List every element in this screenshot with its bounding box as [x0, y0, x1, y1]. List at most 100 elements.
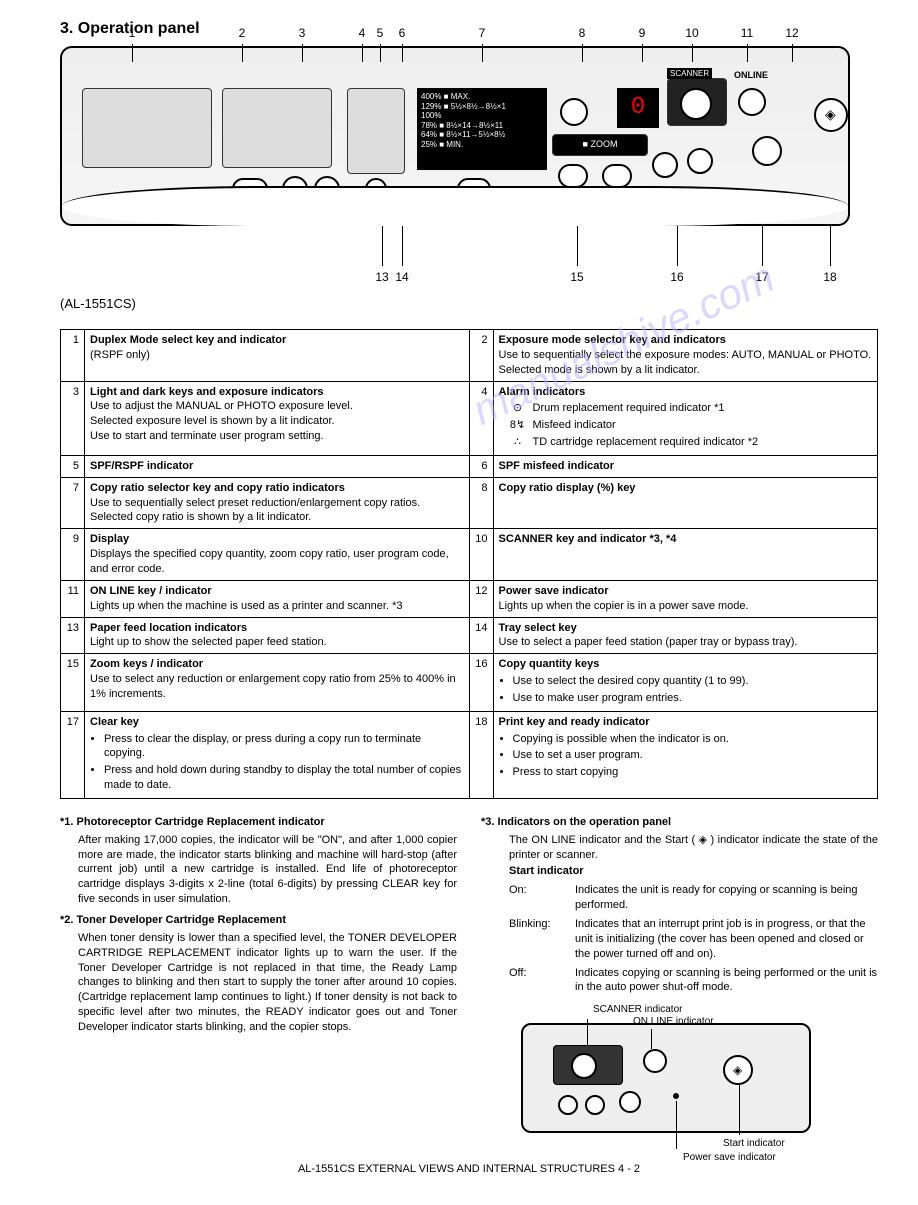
ref-cell-18: Print key and ready indicatorCopying is … — [493, 711, 878, 798]
dia-qty1 — [558, 1095, 578, 1115]
ref-num: 14 — [469, 617, 493, 654]
note2-heading: *2. Toner Developer Cartridge Replacemen… — [60, 913, 457, 928]
ref-body-line: Use to sequentially select preset reduct… — [90, 496, 464, 526]
indicator-label: On: — [509, 883, 565, 913]
dia-powersave-dot — [673, 1093, 679, 1099]
ref-title: SCANNER key and indicator *3, *4 — [499, 533, 677, 545]
ref-cell-15: Zoom keys / indicator Use to select any r… — [85, 654, 470, 712]
footnotes: *1. Photoreceptor Cartridge Replacement … — [60, 809, 878, 1133]
lcd-line: 100% — [421, 111, 543, 121]
indicator-text: Indicates copying or scanning is being p… — [575, 966, 878, 996]
ref-title: ON LINE key / indicator — [90, 585, 212, 597]
dia-label-power: Power save indicator — [683, 1151, 776, 1165]
ref-cell-4: Alarm indicators⊙Drum replacement requir… — [493, 381, 878, 455]
note3-intro: The ON LINE indicator and the Start ( ◈ … — [509, 833, 878, 863]
ref-body-line: Use to select any reduction or enlargeme… — [90, 672, 464, 702]
callout-12: 12 — [782, 26, 802, 40]
ref-title: Duplex Mode select key and indicator — [90, 334, 286, 346]
ref-body-line: Lights up when the copier is in a power … — [499, 599, 873, 614]
zoom-down-button — [558, 164, 588, 188]
table-row: 1 Duplex Mode select key and indicator (RS… — [61, 330, 878, 382]
indicator-row: On:Indicates the unit is ready for copyi… — [509, 883, 878, 913]
qty-up-button — [687, 148, 713, 174]
lcd-line: 78% ■ 8½×14→8½×11 — [421, 121, 543, 131]
operation-panel-figure: 123456789101112 131415161718 400% ■ MAX.… — [60, 46, 850, 226]
note2-body: When toner density is lower than a speci… — [78, 931, 457, 1035]
zoom-up-button — [602, 164, 632, 188]
ref-title: Print key and ready indicator — [499, 716, 650, 728]
alarm-row: ∴TD cartridge replacement required indic… — [509, 435, 873, 450]
ref-body-line: Use to adjust the MANUAL or PHOTO exposu… — [90, 399, 464, 414]
callout-17: 17 — [752, 270, 772, 284]
ref-cell-16: Copy quantity keysUse to select the desi… — [493, 654, 878, 712]
ref-title: Copy ratio display (%) key — [499, 482, 636, 494]
ref-bullet: Use to set a user program. — [513, 748, 873, 763]
ref-num: 7 — [61, 477, 85, 529]
ref-num: 5 — [61, 455, 85, 477]
ref-title: Tray select key — [499, 622, 577, 634]
dia-online-button — [643, 1049, 667, 1073]
ref-body-line: Lights up when the machine is used as a … — [90, 599, 464, 614]
ref-num: 6 — [469, 455, 493, 477]
callout-4: 4 — [352, 26, 372, 40]
ref-bullet: Use to make user program entries. — [513, 691, 873, 706]
indicator-label: Off: — [509, 966, 565, 996]
alarm-row: 8↯Misfeed indicator — [509, 418, 873, 433]
callout-8: 8 — [572, 26, 592, 40]
ref-num: 15 — [61, 654, 85, 712]
callout-18: 18 — [820, 270, 840, 284]
ref-title: SPF/RSPF indicator — [90, 460, 193, 472]
table-row: 9DisplayDisplays the specified copy quan… — [61, 529, 878, 581]
ref-cell-10: SCANNER key and indicator *3, *4 — [493, 529, 878, 581]
model-label: (AL-1551CS) — [60, 296, 878, 311]
indicator-row: Blinking:Indicates that an interrupt pri… — [509, 917, 878, 962]
ref-body-line: Use to start and terminate user program … — [90, 429, 464, 444]
callout-15: 15 — [567, 270, 587, 284]
ref-cell-17: Clear keyPress to clear the display, or … — [85, 711, 470, 798]
table-row: 5SPF/RSPF indicator6SPF misfeed indicato… — [61, 455, 878, 477]
lcd-line: 400% ■ MAX. — [421, 92, 543, 102]
ref-title: Exposure mode selector key and indicator… — [499, 334, 726, 346]
qty-down-button — [652, 152, 678, 178]
alarm-indicator-block — [347, 88, 405, 174]
ref-title: Zoom keys / indicator — [90, 658, 203, 670]
alarm-text: Misfeed indicator — [533, 418, 616, 433]
indicator-diagram: ◈ SCANNER indicator ON LINE indicator St… — [521, 1023, 811, 1133]
ref-cell-7: Copy ratio selector key and copy ratio i… — [85, 477, 470, 529]
lcd-line: 129% ■ 5½×8½→8½×1 — [421, 102, 543, 112]
ref-num: 16 — [469, 654, 493, 712]
ref-bullet: Press to clear the display, or press dur… — [104, 732, 464, 762]
ref-cell-11: ON LINE key / indicator Lights up when th… — [85, 580, 470, 617]
alarm-text: TD cartridge replacement required indica… — [533, 435, 759, 450]
table-row: 15 Zoom keys / indicator Use to select any… — [61, 654, 878, 712]
ref-num: 13 — [61, 617, 85, 654]
ratio-display-button — [560, 98, 588, 126]
dia-label-start: Start indicator — [723, 1137, 785, 1151]
ref-body-line: Selected exposure level is shown by a li… — [90, 414, 464, 429]
scanner-key-label: SCANNER — [667, 68, 712, 79]
ref-num: 1 — [61, 330, 85, 382]
ref-title: Power save indicator — [499, 585, 609, 597]
callout-11: 11 — [737, 26, 757, 40]
ref-body-line: Displays the specified copy quantity, zo… — [90, 547, 464, 577]
ref-cell-12: Power save indicator Lights up when the c… — [493, 580, 878, 617]
zoom-label: ■ ZOOM — [552, 134, 648, 156]
ref-num: 17 — [61, 711, 85, 798]
ref-cell-1: Duplex Mode select key and indicator (RSP… — [85, 330, 470, 382]
clear-button — [752, 136, 782, 166]
alarm-row: ⊙Drum replacement required indicator *1 — [509, 401, 873, 416]
ref-num: 3 — [61, 381, 85, 455]
ref-title: Light and dark keys and exposure indicat… — [90, 386, 324, 398]
ref-num: 2 — [469, 330, 493, 382]
callout-13: 13 — [372, 270, 392, 284]
ref-cell-3: Light and dark keys and exposure indicat… — [85, 381, 470, 455]
ref-body-line: (RSPF only) — [90, 348, 464, 363]
table-row: 11ON LINE key / indicatorLights up when … — [61, 580, 878, 617]
table-row: 3 Light and dark keys and exposure indica… — [61, 381, 878, 455]
alarm-text: Drum replacement required indicator *1 — [533, 401, 725, 416]
ref-body-line: Use to sequentially select the exposure … — [499, 348, 873, 378]
ref-bullets: Press to clear the display, or press dur… — [90, 732, 464, 793]
ref-cell-9: DisplayDisplays the specified copy quant… — [85, 529, 470, 581]
start-indicator-heading: Start indicator — [509, 864, 878, 879]
ref-num: 4 — [469, 381, 493, 455]
